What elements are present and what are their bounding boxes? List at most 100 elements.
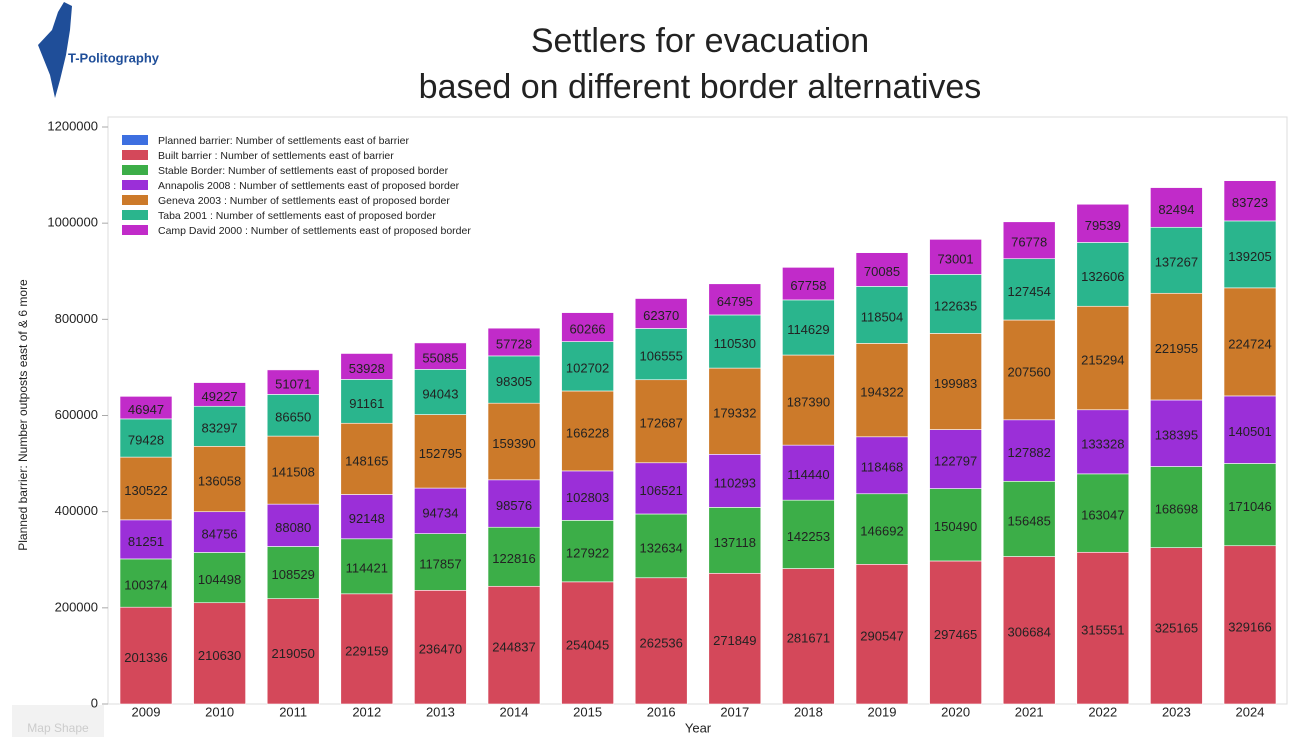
data-label: 207560	[1008, 364, 1051, 379]
bar-segment	[266, 394, 320, 437]
data-label: 199983	[934, 376, 977, 391]
x-tick-label: 2020	[941, 704, 970, 719]
bar-segment	[782, 267, 835, 301]
bar-segment	[634, 577, 688, 705]
data-label: 139205	[1228, 249, 1271, 264]
x-tick-label: 2017	[720, 704, 749, 719]
data-label: 82494	[1158, 202, 1194, 217]
x-tick-label: 2019	[868, 704, 897, 719]
data-label: 102702	[566, 361, 609, 376]
bar-segment	[561, 312, 614, 342]
data-label: 127882	[1008, 445, 1051, 460]
legend-swatch	[122, 210, 148, 220]
data-label: 290547	[860, 629, 903, 644]
bar-segment	[340, 494, 394, 540]
legend-label: Built barrier : Number of settlements ea…	[158, 150, 394, 162]
bar-segment	[193, 382, 246, 407]
bar-segment	[855, 436, 909, 495]
y-axis-label: Planned barrier: Number outposts east of…	[16, 279, 30, 551]
bar-segment	[193, 405, 246, 447]
data-label: 159390	[492, 436, 535, 451]
bar-segment	[782, 568, 835, 705]
overlay-text: Map Shape	[27, 721, 89, 735]
legend-swatch	[122, 150, 148, 160]
bar-segment	[1223, 395, 1277, 464]
data-label: 244837	[492, 640, 535, 655]
bar-segment	[634, 462, 688, 515]
bar-segment	[1150, 292, 1203, 401]
data-label: 83723	[1232, 195, 1268, 210]
overlay-box	[12, 705, 104, 737]
x-tick-label: 2016	[647, 704, 676, 719]
x-tick-label: 2014	[500, 704, 529, 719]
data-label: 100374	[124, 577, 167, 592]
y-tick-label: 200000	[55, 599, 98, 614]
data-label: 201336	[124, 650, 167, 665]
bar-segment	[1076, 242, 1130, 307]
bar-segment	[708, 314, 762, 369]
data-label: 132634	[640, 540, 683, 555]
data-label: 140501	[1228, 424, 1271, 439]
bar-segment	[708, 454, 762, 508]
bar-segment	[266, 435, 320, 505]
bar-segment	[119, 418, 173, 458]
data-label: 94734	[422, 505, 458, 520]
data-label: 57728	[496, 336, 532, 351]
data-label: 81251	[128, 534, 164, 549]
data-label: 325165	[1155, 620, 1198, 635]
bar-segment	[193, 602, 246, 705]
data-label: 94043	[422, 386, 458, 401]
data-label: 91161	[349, 396, 384, 411]
data-label: 146692	[860, 523, 903, 538]
y-tick-label: 800000	[55, 311, 98, 326]
data-label: 98305	[496, 374, 532, 389]
bar-segment	[487, 402, 541, 481]
bar-segment	[1150, 466, 1203, 548]
data-label: 236470	[419, 642, 462, 657]
data-label: 306684	[1008, 625, 1051, 640]
bar-segment	[119, 558, 173, 608]
bar-segment	[119, 606, 173, 705]
data-label: 150490	[934, 519, 977, 534]
x-tick-label: 2011	[279, 704, 307, 719]
bar-segment	[634, 379, 688, 464]
bar-segment	[340, 422, 394, 495]
bar-segment	[340, 593, 394, 705]
data-label: 104498	[198, 572, 241, 587]
y-tick-label: 1000000	[47, 215, 98, 230]
data-label: 172687	[640, 416, 683, 431]
bar-segment	[782, 499, 835, 569]
bar-segment	[1223, 463, 1277, 547]
data-label: 118468	[861, 460, 903, 475]
data-label: 114629	[787, 322, 829, 337]
bar-segment	[1223, 545, 1277, 705]
data-label: 114421	[346, 561, 388, 576]
x-tick-label: 2022	[1088, 704, 1117, 719]
bar-segment	[782, 354, 835, 446]
legend-label: Camp David 2000 : Number of settlements …	[158, 225, 471, 237]
data-label: 55085	[422, 351, 458, 366]
data-label: 122816	[492, 551, 535, 566]
data-label: 114440	[787, 467, 829, 482]
bar-segment	[487, 479, 541, 528]
bar-segment	[929, 429, 982, 489]
data-label: 86650	[275, 410, 311, 425]
bar-segment	[634, 298, 688, 329]
bar-segment	[1150, 226, 1203, 294]
data-label: 133328	[1081, 436, 1124, 451]
data-label: 215294	[1081, 352, 1124, 367]
data-label: 168698	[1155, 502, 1198, 517]
data-label: 110530	[714, 336, 756, 351]
bar-segment	[855, 286, 909, 344]
bar-segment	[929, 488, 982, 562]
bar-segment	[929, 333, 982, 430]
x-tick-label: 2012	[352, 704, 381, 719]
bar-segment	[1002, 419, 1056, 482]
data-label: 210630	[198, 648, 241, 663]
x-tick-label: 2023	[1162, 704, 1191, 719]
bar-segment	[193, 511, 246, 553]
data-label: 136058	[198, 473, 241, 488]
x-tick-label: 2021	[1015, 704, 1044, 719]
bar-segment	[1002, 556, 1056, 705]
